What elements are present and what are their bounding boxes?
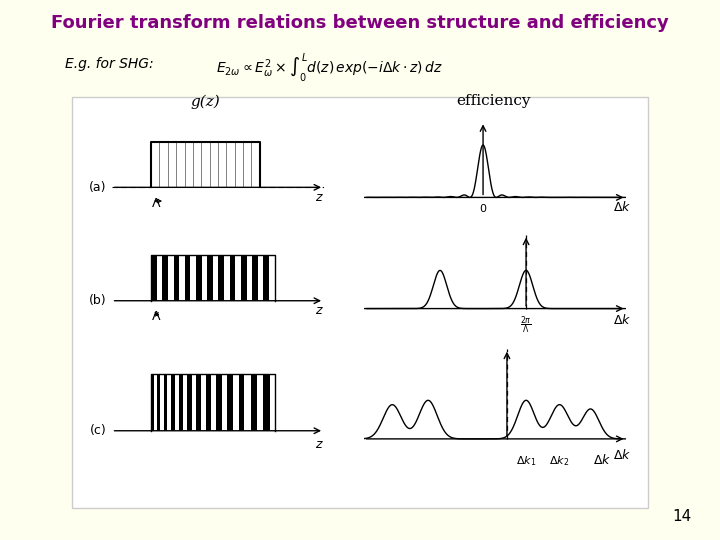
Text: 0: 0 [480, 204, 487, 214]
FancyBboxPatch shape [72, 97, 648, 508]
Text: $E_{2\omega} \propto E_{\omega}^{2} \times \int_{0}^{L} d(z)\,exp(-i\Delta k \cd: $E_{2\omega} \propto E_{\omega}^{2} \tim… [216, 51, 443, 84]
Text: (a): (a) [89, 181, 107, 194]
Text: $z$: $z$ [315, 305, 323, 318]
Text: (c): (c) [90, 424, 107, 437]
Text: $\Delta k$: $\Delta k$ [613, 313, 631, 327]
Text: $\Lambda$: $\Lambda$ [151, 310, 161, 323]
Text: efficiency: efficiency [456, 94, 531, 109]
Text: E.g. for SHG:: E.g. for SHG: [65, 57, 153, 71]
Text: $\Lambda$: $\Lambda$ [151, 197, 161, 210]
Text: Fourier transform relations between structure and efficiency: Fourier transform relations between stru… [51, 14, 669, 31]
Text: $\Delta k$: $\Delta k$ [613, 199, 631, 213]
Text: $\Delta k_2$: $\Delta k_2$ [549, 454, 570, 468]
Text: $z$: $z$ [315, 191, 323, 204]
Text: 14: 14 [672, 509, 691, 524]
Text: $\Delta k$: $\Delta k$ [613, 448, 631, 462]
Text: $\frac{2\pi}{\Lambda}$: $\frac{2\pi}{\Lambda}$ [520, 314, 532, 335]
Text: g(z): g(z) [190, 94, 220, 109]
Text: (b): (b) [89, 294, 107, 307]
Text: $z$: $z$ [315, 438, 323, 451]
Text: $\Delta k_1$: $\Delta k_1$ [516, 454, 536, 468]
Text: $\Delta k$: $\Delta k$ [593, 453, 611, 467]
